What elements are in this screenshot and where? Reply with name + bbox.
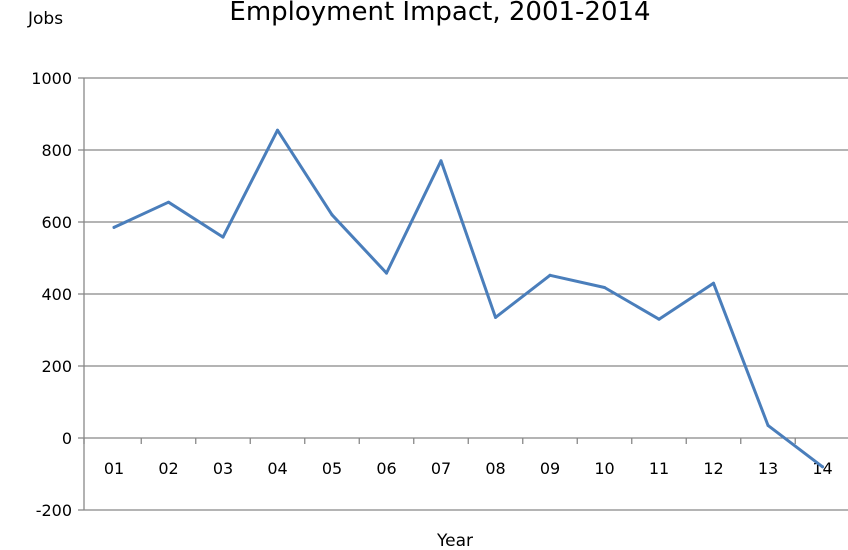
- x-tick-label: 08: [485, 459, 505, 478]
- y-tick-label: 800: [41, 141, 72, 160]
- y-tick-label: 1000: [31, 69, 72, 88]
- data-point: [548, 273, 552, 277]
- data-point: [494, 315, 497, 319]
- x-tick-label: 05: [322, 459, 342, 478]
- x-tick-label: 01: [104, 459, 124, 478]
- data-point: [221, 235, 225, 239]
- series-line: [112, 128, 824, 469]
- data-point: [385, 271, 388, 275]
- y-tick-label: 0: [62, 429, 72, 448]
- y-tick-label: 200: [41, 357, 72, 376]
- x-tick-label: 12: [703, 459, 723, 478]
- x-tick-label: 06: [376, 459, 396, 478]
- axes: [78, 77, 796, 511]
- y-tick-label: 400: [41, 285, 72, 304]
- data-point: [112, 225, 116, 229]
- data-point: [276, 128, 279, 132]
- y-axis-title: Jobs: [27, 9, 63, 29]
- y-tick-label: -200: [36, 501, 72, 520]
- x-tick-label: 10: [594, 459, 614, 478]
- data-point: [712, 281, 715, 285]
- data-point: [167, 200, 170, 204]
- x-tick-label: 13: [758, 459, 778, 478]
- x-tick-label: 07: [431, 459, 451, 478]
- x-axis-tick-labels: 01 02 03 04 05 06 07 08 09 10 11 12 13 14: [104, 459, 833, 478]
- chart-title: Employment Impact, 2001-2014: [229, 0, 650, 27]
- x-tick-label: 03: [213, 459, 233, 478]
- series-layer: [112, 128, 824, 469]
- data-point: [330, 213, 334, 217]
- data-point: [821, 465, 824, 469]
- x-tick-label: 04: [267, 459, 287, 478]
- data-point: [657, 317, 661, 321]
- data-point: [766, 423, 770, 427]
- y-axis-tick-labels: -200 0 200 400 600 800 1000: [31, 69, 72, 520]
- data-point: [439, 159, 443, 163]
- x-tick-label: 09: [540, 459, 560, 478]
- data-point: [603, 286, 606, 290]
- x-tick-label: 02: [158, 459, 178, 478]
- y-tick-label: 600: [41, 213, 72, 232]
- gridlines: [84, 77, 848, 511]
- x-tick-label: 11: [649, 459, 669, 478]
- x-axis-title: Year: [436, 531, 473, 550]
